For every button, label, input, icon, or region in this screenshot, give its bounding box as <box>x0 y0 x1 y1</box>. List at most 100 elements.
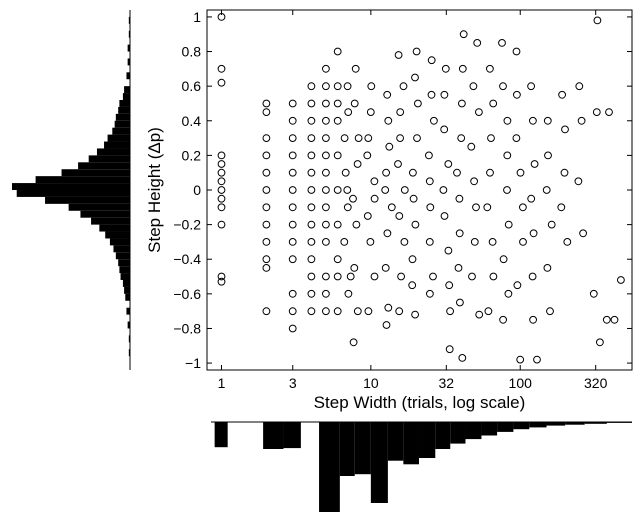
scatter-point <box>381 186 390 194</box>
scatter-point <box>217 151 226 160</box>
y-hist-bar <box>127 321 130 329</box>
scatter-point <box>307 151 316 160</box>
scatter-point <box>366 108 375 116</box>
scatter-point <box>346 272 355 281</box>
scatter-point <box>322 238 330 246</box>
scatter-point <box>484 307 493 316</box>
y-tick-label: 0.6 <box>182 78 202 94</box>
scatter-point <box>592 108 601 116</box>
scatter-point <box>288 307 297 316</box>
x-hist-bar <box>387 422 404 461</box>
y-tick-label: 0.2 <box>182 147 202 163</box>
scatter-point <box>344 289 353 298</box>
scatter-point <box>333 116 342 125</box>
scatter-point <box>262 99 271 108</box>
scatter-point <box>472 203 480 212</box>
scatter-point <box>343 203 352 212</box>
scatter-point <box>602 315 611 324</box>
scatter-point <box>217 220 226 229</box>
y-hist-bar <box>124 86 130 94</box>
scatter-points <box>217 13 625 364</box>
scatter-point <box>395 212 404 220</box>
scatter-point <box>288 203 297 212</box>
scatter-point <box>382 321 391 329</box>
scatter-point <box>333 82 342 91</box>
scatter-point <box>473 39 482 47</box>
scatter-point <box>454 264 463 272</box>
scatter-point <box>333 99 342 108</box>
x-hist-bar <box>435 422 451 449</box>
scatter-point <box>579 229 587 238</box>
scatter-point <box>513 281 522 290</box>
scatter-point <box>341 168 350 177</box>
scatter-point <box>349 338 358 347</box>
scatter-point <box>217 194 226 203</box>
scatter-point <box>527 82 535 91</box>
scatter-point <box>333 272 342 281</box>
y-tick-label: 0.8 <box>182 44 202 60</box>
scatter-point <box>543 116 552 125</box>
y-hist-bar <box>118 259 130 267</box>
scatter-point <box>563 238 572 246</box>
scatter-point <box>430 116 438 125</box>
scatter-point <box>367 82 376 91</box>
scatter-point <box>458 64 467 73</box>
x-hist-bar <box>214 422 228 448</box>
y-hist-bar <box>122 93 130 100</box>
scatter-point <box>262 255 271 264</box>
scatter-point <box>322 151 330 160</box>
scatter-point <box>322 220 330 229</box>
scatter-point <box>468 272 476 281</box>
scatter-point <box>439 186 448 194</box>
scatter-point <box>529 116 537 125</box>
scatter-point <box>322 289 330 298</box>
scatter-point <box>262 186 271 194</box>
scatter-point <box>333 151 342 160</box>
scatter-point <box>427 56 436 65</box>
scatter-point <box>383 90 392 99</box>
y-hist-bar <box>125 293 130 301</box>
scatter-point <box>542 186 551 194</box>
y-hist-bar <box>91 217 130 225</box>
y-hist-bar <box>105 231 130 239</box>
scatter-point <box>363 151 372 160</box>
scatter-point <box>353 160 362 168</box>
y-tick-label: −1 <box>185 355 201 371</box>
scatter-point <box>307 186 316 194</box>
y-hist-bar <box>114 120 130 128</box>
y-hist-bar <box>45 196 130 204</box>
scatter-point <box>457 134 466 143</box>
scatter-point <box>488 238 497 246</box>
x-hist-bar <box>497 422 514 432</box>
y-hist-bar <box>122 280 130 287</box>
scatter-point <box>528 272 537 281</box>
scatter-point <box>444 160 453 168</box>
x-axis-label: Step Width (trials, log scale) <box>314 393 526 412</box>
y-hist-bar <box>126 72 130 80</box>
scatter-point <box>381 264 390 272</box>
scatter-point <box>307 220 316 229</box>
scatter-point <box>364 307 373 316</box>
scatter-point <box>486 168 494 177</box>
scatter-point <box>395 307 404 316</box>
y-hist-bar <box>104 141 130 149</box>
scatter-point <box>483 203 492 212</box>
scatter-point <box>343 82 352 91</box>
scatter-point <box>288 151 297 160</box>
scatter-point <box>503 116 512 125</box>
scatter-point <box>288 220 297 229</box>
scatter-point <box>288 134 297 143</box>
scatter-point <box>370 272 379 281</box>
scatter-point <box>411 73 419 82</box>
x-hist-bar <box>354 422 371 475</box>
y-hist-bar <box>128 335 130 343</box>
scatter-point <box>340 134 349 143</box>
scatter-point <box>470 238 479 246</box>
scatter-point <box>445 345 454 354</box>
scatter-point <box>307 307 316 316</box>
y-hist-bar <box>35 176 130 184</box>
scatter-point <box>459 30 468 39</box>
scatter-point <box>370 177 379 186</box>
scatter-point <box>217 203 226 212</box>
scatter-point <box>475 310 484 319</box>
